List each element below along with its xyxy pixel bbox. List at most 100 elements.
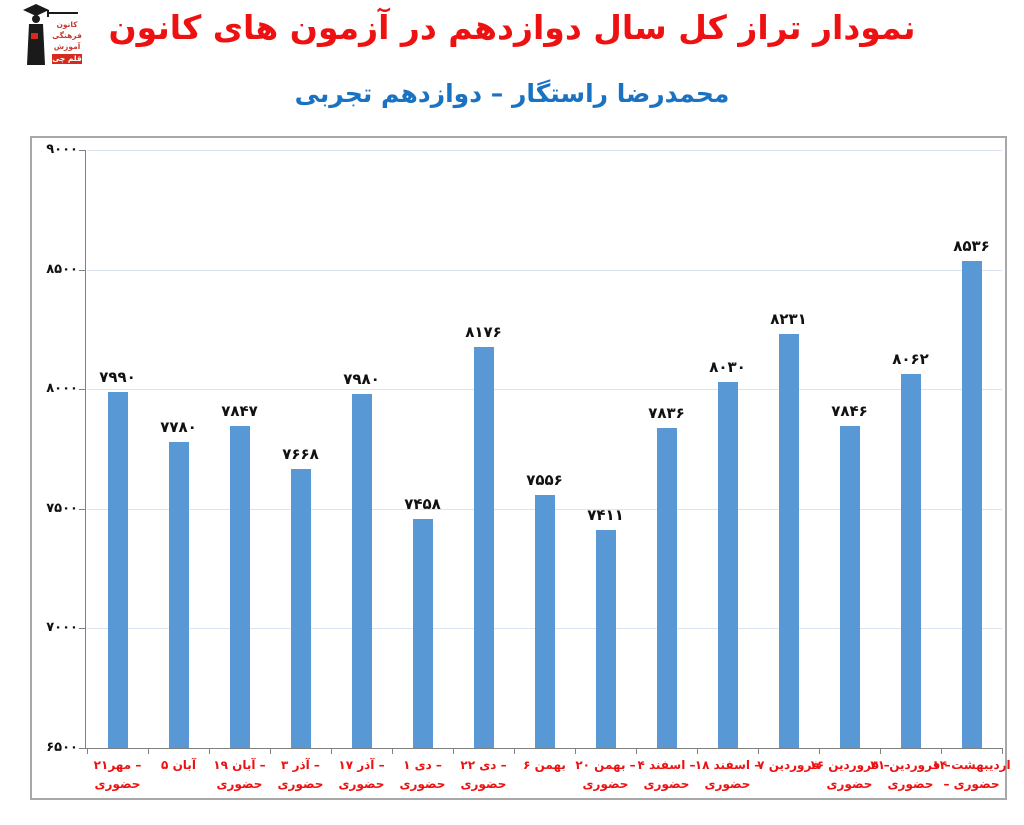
bar [412, 518, 433, 748]
x-axis-tick [270, 748, 271, 754]
x-tick-label: ۴ اسفند – [637, 758, 696, 772]
logo-brand-badge: قلم چی [52, 54, 82, 64]
logo-text-line: فرهنگی [52, 31, 82, 40]
bar-value-label: ۷۴۱۱ [587, 506, 624, 525]
page-subtitle: محمدرضا راستگار – دوازدهم تجربی [294, 79, 730, 108]
bar-value-label: ۸۰۶۲ [892, 350, 929, 369]
y-tick-label: ۹۰۰۰ [46, 142, 78, 157]
x-axis-tick [148, 748, 149, 754]
bar [900, 374, 921, 748]
x-tick-label: حضوری [826, 777, 873, 791]
y-tick-label: ۷۰۰۰ [46, 620, 78, 636]
bar-value-label: ۷۸۴۷ [221, 401, 258, 420]
bar-value-label: ۸۲۳۱ [770, 309, 807, 328]
x-tick-label: حضوری [643, 777, 690, 791]
y-axis-tick [79, 150, 85, 151]
x-axis-tick [392, 748, 393, 754]
y-axis-tick [79, 508, 85, 510]
x-axis-tick [1002, 748, 1003, 754]
y-axis-tick [79, 628, 85, 630]
gridline [87, 150, 1002, 151]
x-tick-label: حضوری [94, 777, 141, 791]
y-tick-label: ۷۵۰۰ [46, 500, 78, 516]
bar-value-label: ۷۴۵۸ [404, 494, 441, 513]
bar [107, 391, 128, 748]
x-tick-label: ۷ فروردین [757, 758, 820, 772]
bar [290, 468, 311, 748]
x-tick-label: حضوری [887, 777, 934, 791]
x-tick-label: حضوری [704, 777, 751, 791]
gridline [87, 389, 1002, 391]
bar [717, 382, 738, 748]
kanoon-logo: کانون فرهنگی آموزش قلم چی [22, 3, 82, 71]
x-tick-label: ۲۲ دی – [460, 758, 507, 772]
x-axis-tick [575, 748, 576, 754]
bar-value-label: ۷۶۶۸ [282, 444, 319, 463]
bar [778, 333, 799, 748]
bar-value-label: ۷۷۸۰ [160, 417, 197, 436]
bar [961, 260, 982, 748]
bar-value-label: ۸۵۳۶ [953, 236, 990, 255]
logo-text-line: کانون [56, 20, 78, 29]
x-axis-tick [514, 748, 515, 754]
x-axis-tick [819, 748, 820, 754]
bar-value-label: ۷۵۵۶ [526, 471, 563, 490]
x-tick-label: ۳ آذر – [281, 758, 320, 772]
x-tick-label: حضوری [399, 777, 446, 791]
x-tick-label: ۱۸ اسفند – [694, 758, 761, 772]
x-axis-tick [941, 748, 942, 754]
graduate-figure-icon [23, 4, 49, 65]
x-tick-label: ۵ آبان [161, 758, 196, 772]
bar-value-label: ۸۱۷۶ [465, 323, 502, 342]
x-tick-label: حضوری [277, 777, 324, 791]
bar-value-label: ۸۰۳۰ [709, 358, 746, 377]
y-axis-tick [79, 748, 85, 749]
bar-value-label: ۷۸۳۶ [648, 404, 685, 423]
logo-text: کانون فرهنگی آموزش قلم چی [52, 19, 82, 64]
x-tick-label: ۶ بهمن [523, 758, 566, 772]
y-tick-label: ۶۵۰۰ [46, 740, 78, 755]
y-axis-tick [79, 389, 85, 391]
x-tick-label: ۲۱مهر – [93, 758, 142, 772]
x-axis-tick [880, 748, 881, 754]
y-axis-tick [79, 269, 85, 271]
bar-value-label: ۷۹۹۰ [99, 367, 136, 386]
bar-value-label: ۷۸۴۶ [831, 402, 868, 421]
x-tick-label: ۲۰ بهمن – [575, 758, 636, 772]
x-tick-label: ۱۴ اردیبهشت [932, 758, 1011, 772]
x-axis-tick [87, 748, 88, 754]
bar [534, 495, 555, 748]
x-tick-label: – حضوری [943, 777, 1000, 791]
y-axis-line [85, 150, 86, 748]
x-tick-label: ۱۹ آبان – [213, 758, 266, 772]
bar [351, 393, 372, 748]
bar [839, 426, 860, 748]
bar-chart: ۹۰۰۰ ۸۵۰۰ ۸۰۰۰ ۷۵۰۰ ۷۰۰۰ ۶۵۰۰ ۷۹۹۰ ۲۱مهر – حضوری… [30, 136, 1011, 800]
x-axis-tick [331, 748, 332, 754]
x-tick-label: حضوری [216, 777, 263, 791]
bar [168, 441, 189, 748]
x-axis-tick [697, 748, 698, 754]
bar [229, 425, 250, 748]
x-axis-tick [453, 748, 454, 754]
x-axis-line [85, 748, 1002, 749]
x-axis-tick [636, 748, 637, 754]
x-tick-label: حضوری [338, 777, 385, 791]
page-title: نمودار تراز کل سال دوازدهم در آزمون های … [108, 8, 916, 47]
y-tick-label: ۸۰۰۰ [46, 381, 78, 397]
logo-arm-shape [48, 12, 78, 14]
x-tick-label: حضوری [460, 777, 507, 791]
y-tick-label: ۸۵۰۰ [46, 261, 78, 277]
bar [595, 530, 616, 748]
x-tick-label: حضوری [582, 777, 629, 791]
gridline [87, 269, 1002, 271]
logo-text-line: آموزش [53, 42, 81, 51]
bar [656, 428, 677, 748]
x-axis-tick [209, 748, 210, 754]
x-tick-label: ۱ دی – [403, 758, 442, 772]
bar [473, 347, 494, 748]
x-tick-label: ۱۷ آذر – [338, 758, 385, 772]
x-axis-tick [758, 748, 759, 754]
bar-value-label: ۷۹۸۰ [343, 369, 380, 388]
